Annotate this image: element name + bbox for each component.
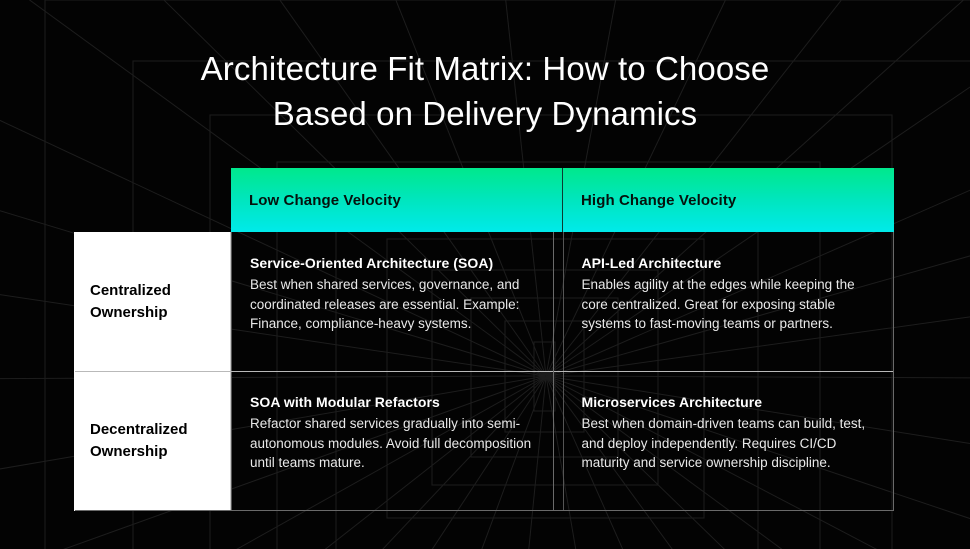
cell-decentralized-low-velocity: SOA with Modular Refactors Refactor shar…: [231, 371, 563, 510]
page-title: Architecture Fit Matrix: How to Choose B…: [200, 50, 770, 132]
column-header-low-change-velocity: Low Change Velocity: [231, 168, 562, 232]
cell-title: SOA with Modular Refactors: [250, 394, 440, 410]
matrix-left-border: [74, 232, 75, 511]
architecture-fit-matrix: Low Change Velocity High Change Velocity…: [74, 168, 894, 511]
matrix-header-row: Low Change Velocity High Change Velocity: [74, 168, 894, 232]
row-label-centralized-ownership: Centralized Ownership: [74, 232, 231, 371]
cell-title: Service-Oriented Architecture (SOA): [250, 255, 494, 271]
cell-body: Refactor shared services gradually into …: [250, 416, 532, 470]
cell-body: Enables agility at the edges while keepi…: [581, 277, 855, 331]
cell-title: Microservices Architecture: [581, 394, 763, 410]
cell-decentralized-high-velocity: Microservices Architecture Best when dom…: [562, 371, 895, 510]
matrix-row-decentralized-ownership: Decentralized Ownership SOA with Modular…: [74, 371, 894, 510]
row-label-decentralized-ownership: Decentralized Ownership: [74, 371, 231, 510]
matrix-row-centralized-ownership: Centralized Ownership Service-Oriented A…: [74, 232, 894, 371]
cell-centralized-high-velocity: API-Led Architecture Enables agility at …: [562, 232, 895, 371]
matrix-corner-cell: [74, 168, 231, 232]
matrix-bottom-border: [74, 510, 894, 511]
cell-body: Best when domain-driven teams can build,…: [581, 416, 866, 470]
cell-centralized-low-velocity: Service-Oriented Architecture (SOA) Best…: [231, 232, 563, 371]
column-header-high-change-velocity: High Change Velocity: [562, 168, 894, 232]
matrix-row-divider: [74, 371, 894, 372]
matrix-column-divider: [553, 232, 554, 511]
matrix-right-border: [893, 232, 894, 511]
cell-title: API-Led Architecture: [581, 255, 722, 271]
cell-body: Best when shared services, governance, a…: [250, 277, 520, 331]
